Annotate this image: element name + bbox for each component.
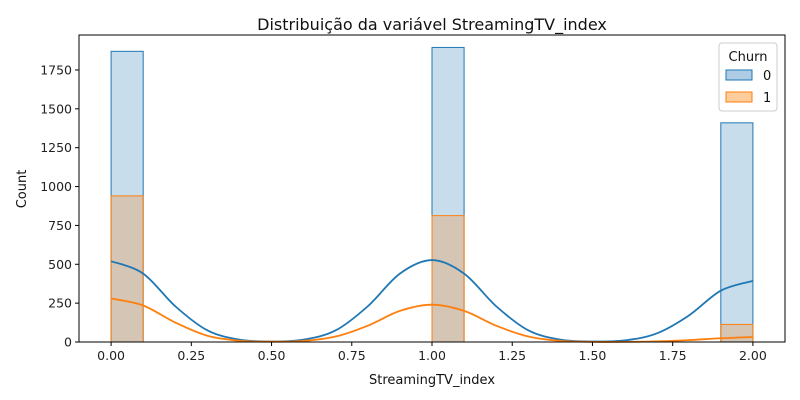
x-axis-label: StreamingTV_index [369,373,495,388]
y-tick-label: 750 [48,218,72,233]
x-tick-label: 2.00 [739,348,767,363]
y-axis-label: Count [15,170,30,209]
y-tick-label: 1750 [40,62,72,77]
chart-title: Distribuição da variável StreamingTV_ind… [257,15,607,35]
legend-swatch-0 [725,69,753,81]
y-tick-label: 1500 [40,101,72,116]
kde-line-series-0 [110,259,754,343]
legend-label-1: 1 [763,91,771,106]
x-tick-label: 1.50 [579,348,607,363]
x-tick-label: 1.00 [418,348,446,363]
x-tick-label: 0.50 [258,348,286,363]
legend-swatch-1 [725,91,753,103]
bar-series-0-bin-2 [720,122,754,343]
y-tick-label: 1250 [40,140,72,155]
y-tick-label: 0 [64,335,72,350]
y-tick-label: 1000 [40,179,72,194]
y-axis: 0 250 500 750 1000 1250 1500 1750 [40,62,79,350]
plot-area [110,46,754,343]
x-tick-label: 1.75 [659,348,687,363]
x-tick-label: 0.25 [177,348,205,363]
legend-title: Churn [729,50,768,65]
legend: Churn 0 1 [718,42,778,112]
x-tick-label: 0.00 [97,348,125,363]
x-tick-label: 1.25 [498,348,526,363]
bar-series-1-bin-2 [720,323,754,343]
bar-series-1-bin-1 [431,215,465,343]
legend-label-0: 0 [763,69,771,84]
bar-series-0-bin-0 [110,50,144,343]
x-axis: 0.00 0.25 0.50 0.75 1.00 1.25 1.50 1.75 2.00 [97,342,767,363]
bar-series-0-bin-1 [431,46,465,343]
bar-series-1-bin-0 [110,195,144,343]
x-tick-label: 0.75 [338,348,366,363]
y-tick-label: 250 [48,296,72,311]
y-tick-label: 500 [48,257,72,272]
